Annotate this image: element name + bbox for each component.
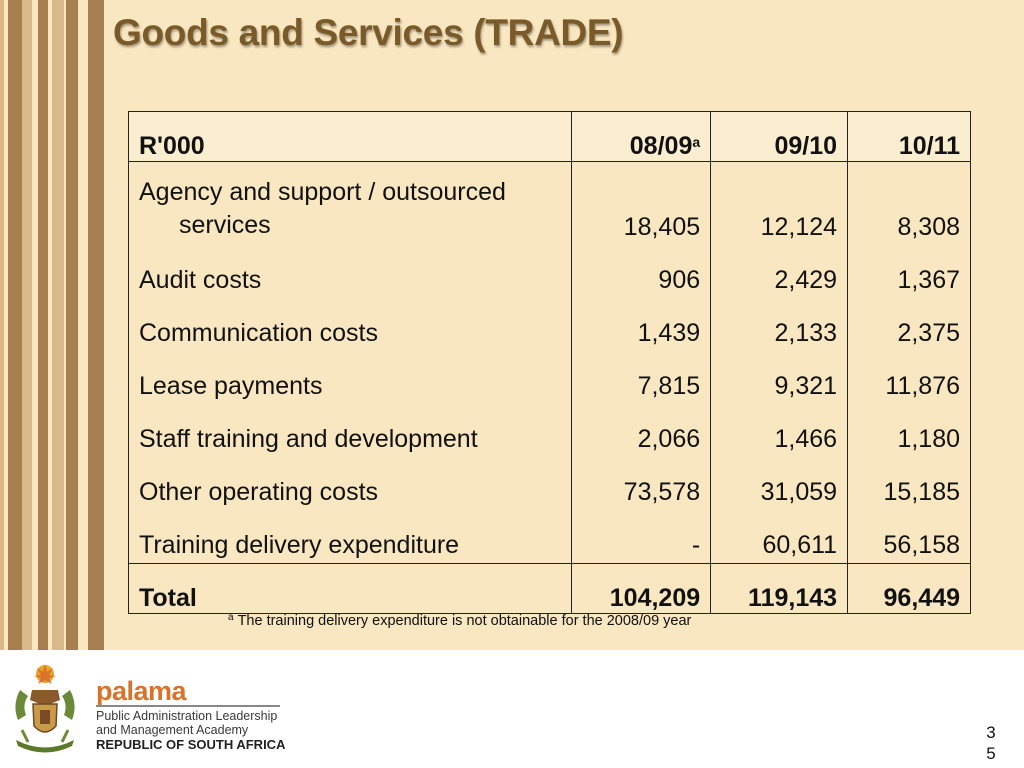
- header-col-1011: 10/11: [847, 111, 971, 162]
- row-value-0809: 2,066: [571, 404, 712, 457]
- row-value-0809: 1,439: [571, 298, 712, 351]
- row-label-text: Agency and support / outsourced services: [139, 178, 506, 239]
- table-row: Agency and support / outsourced services…: [127, 161, 971, 245]
- row-value-0910: 31,059: [710, 457, 849, 510]
- table-row: Lease payments 7,815 9,321 11,876: [127, 351, 971, 404]
- org-name-line1: Public Administration Leadership: [96, 709, 278, 723]
- total-value-0809: 104,209: [571, 563, 712, 614]
- row-value-1011: 1,180: [847, 404, 971, 457]
- header-col-0809: 08/09a: [571, 111, 712, 162]
- row-value-0910: 9,321: [710, 351, 849, 404]
- footer-band: [0, 650, 1024, 768]
- country-name: REPUBLIC OF SOUTH AFRICA: [96, 737, 286, 752]
- table-row: Other operating costs 73,578 31,059 15,1…: [127, 457, 971, 510]
- palama-logo: palama: [96, 676, 187, 706]
- header-col-0809-text: 08/09: [629, 132, 693, 160]
- row-value-0809: 18,405: [571, 161, 712, 245]
- footnote-marker: a: [228, 612, 234, 623]
- row-label: Staff training and development: [127, 404, 573, 457]
- row-label: Lease payments: [127, 351, 573, 404]
- row-value-1011: 56,158: [847, 510, 971, 564]
- row-value-0809: 73,578: [571, 457, 712, 510]
- row-value-0809: 906: [571, 245, 712, 298]
- row-value-0910: 2,429: [710, 245, 849, 298]
- table-row: Staff training and development 2,066 1,4…: [127, 404, 971, 457]
- row-label: Agency and support / outsourced services: [127, 161, 573, 245]
- row-value-0809: -: [571, 510, 712, 564]
- org-name-line2: and Management Academy: [96, 723, 249, 737]
- row-label: Training delivery expenditure: [127, 510, 573, 564]
- row-value-1011: 15,185: [847, 457, 971, 510]
- coat-of-arms-icon: [15, 664, 75, 753]
- table-header-row: R'000 08/09a 09/10 10/11: [127, 111, 971, 162]
- total-label: Total: [127, 563, 573, 614]
- footnote-marker: a: [692, 134, 701, 150]
- footnote: a The training delivery expenditure is no…: [228, 612, 692, 629]
- table-row: Communication costs 1,439 2,133 2,375: [127, 298, 971, 351]
- footnote-text: The training delivery expenditure is not…: [237, 613, 692, 629]
- row-label: Other operating costs: [127, 457, 573, 510]
- header-col-0910: 09/10: [710, 111, 849, 162]
- row-value-1011: 1,367: [847, 245, 971, 298]
- row-value-1011: 8,308: [847, 161, 971, 245]
- table-row: Audit costs 906 2,429 1,367: [127, 245, 971, 298]
- row-value-1011: 11,876: [847, 351, 971, 404]
- decorative-stripes: [0, 0, 106, 650]
- row-value-0910: 2,133: [710, 298, 849, 351]
- row-value-0910: 1,466: [710, 404, 849, 457]
- header-label: R'000: [127, 111, 573, 162]
- row-value-0910: 60,611: [710, 510, 849, 564]
- row-value-1011: 2,375: [847, 298, 971, 351]
- total-value-1011: 96,449: [847, 563, 971, 614]
- logo-divider: [96, 705, 280, 707]
- row-label: Communication costs: [127, 298, 573, 351]
- row-label: Audit costs: [127, 245, 573, 298]
- total-value-0910: 119,143: [710, 563, 849, 614]
- row-value-0910: 12,124: [710, 161, 849, 245]
- row-value-0809: 7,815: [571, 351, 712, 404]
- page-number: 35: [986, 723, 996, 763]
- slide-title: Goods and Services (TRADE): [113, 12, 624, 53]
- table-row: Training delivery expenditure - 60,611 5…: [127, 510, 971, 564]
- total-row: Total 104,209 119,143 96,449: [127, 563, 971, 614]
- trade-table: R'000 08/09a 09/10 10/11 Agency and supp…: [127, 111, 971, 614]
